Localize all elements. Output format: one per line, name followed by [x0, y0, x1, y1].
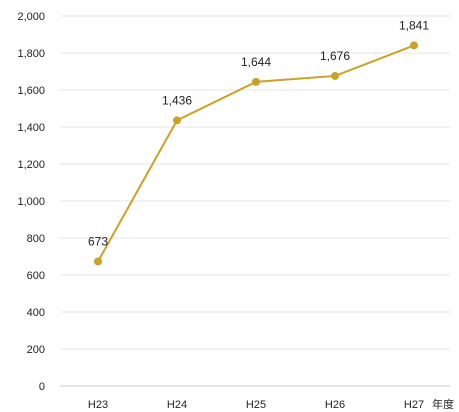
data-points — [94, 41, 418, 266]
y-tick-label: 400 — [27, 307, 45, 319]
y-tick-label: 200 — [27, 344, 45, 356]
x-tick-label: H25 — [246, 399, 266, 411]
x-tick-label: H26 — [325, 399, 345, 411]
data-label: 673 — [88, 234, 108, 248]
data-labels: 673 1,436 1,644 1,676 1,841 — [88, 18, 429, 248]
x-tick-label: H27 — [404, 399, 424, 411]
y-tick-label: 1,600 — [17, 85, 45, 97]
y-tick-label: 1,200 — [17, 159, 45, 171]
x-axis-unit-label: 年度 — [432, 397, 454, 411]
data-point — [410, 41, 418, 50]
y-tick-label: 600 — [27, 270, 45, 282]
data-label: 1,841 — [399, 18, 429, 32]
data-point — [331, 71, 339, 80]
y-tick-label: 2,000 — [17, 11, 45, 23]
data-point — [252, 77, 260, 86]
gridlines — [60, 15, 450, 387]
y-tick-label: 1,800 — [17, 48, 45, 60]
series-line-layer — [97, 44, 415, 262]
x-tick-label: H24 — [167, 399, 187, 411]
data-label: 1,436 — [162, 93, 192, 107]
x-axis-tick-labels: H23 H24 H25 H26 H27 — [88, 399, 424, 411]
series-line — [97, 44, 415, 262]
data-label: 1,644 — [241, 55, 271, 69]
y-axis-tick-labels: 0 200 400 600 800 1,000 1,200 1,400 1,600 1,800 2,… — [17, 11, 45, 393]
y-tick-label: 1,400 — [17, 122, 45, 134]
y-tick-label: 0 — [39, 381, 45, 393]
y-tick-label: 800 — [27, 233, 45, 245]
y-tick-label: 1,000 — [17, 196, 45, 208]
data-point — [94, 257, 102, 266]
x-tick-label: H23 — [88, 399, 108, 411]
data-point — [173, 116, 181, 125]
data-label: 1,676 — [320, 49, 350, 63]
